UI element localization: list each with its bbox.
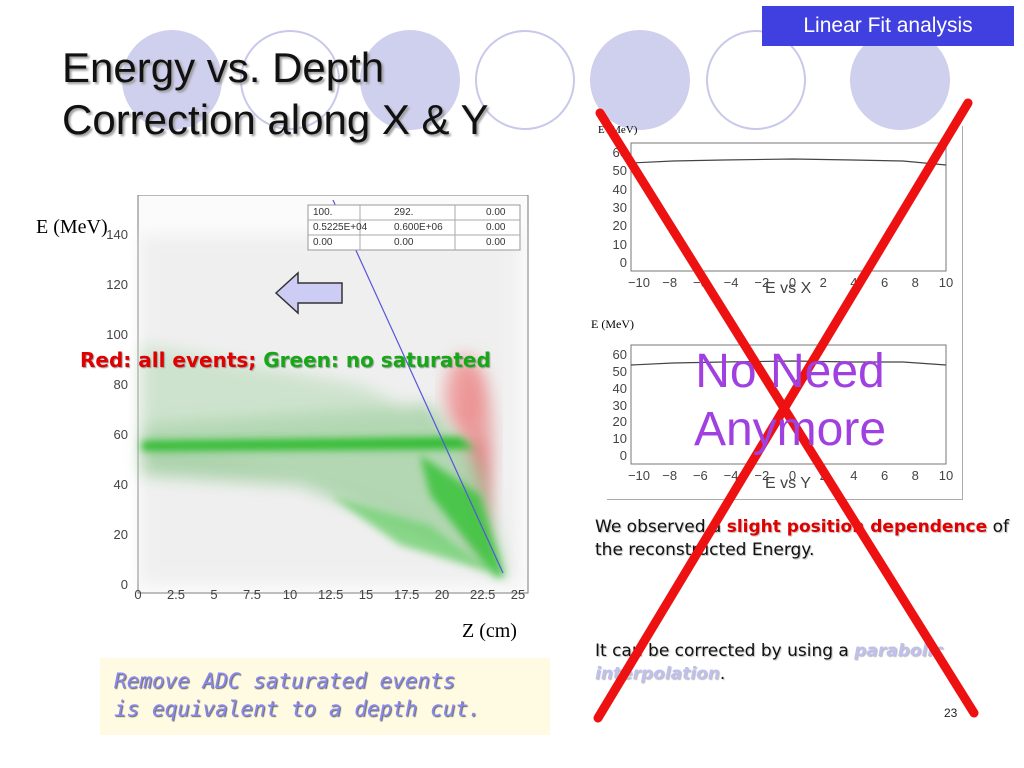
- notes-paragraph-2: It can be corrected by using a parabolic…: [595, 640, 1010, 686]
- stats-cell: 0.5225E+04: [313, 222, 368, 233]
- ey-plot-ylabel: E (MeV): [591, 317, 634, 331]
- main-x-tick-label: 17.5: [394, 587, 420, 602]
- depth-cut-line: [332, 199, 504, 574]
- decor-circle-3: [360, 30, 460, 130]
- no-need-line-1: No Need: [695, 345, 885, 398]
- notes-p2-text-c: .: [719, 664, 726, 684]
- main-y-tick-label: 120: [106, 277, 128, 292]
- caption-red: Red: all events: [80, 348, 249, 372]
- main-x-tick-label: 20: [434, 587, 450, 602]
- main-y-tick-label: 60: [113, 427, 128, 442]
- main-x-tick-label: 15: [358, 587, 374, 602]
- ey-plot-title: E vs Y: [765, 475, 811, 492]
- main-x-tick-label: 12.5: [318, 587, 344, 602]
- no-need-label: No Need Anymore: [650, 343, 930, 459]
- stats-cell: 292.: [394, 207, 414, 218]
- small-x-tick-label: 2: [819, 468, 827, 483]
- notes-p2-text-a: It can be corrected by using a: [595, 641, 855, 661]
- small-x-tick-label: 10: [938, 275, 954, 290]
- small-x-tick-label: −4: [723, 275, 739, 290]
- stats-cell: 0.00: [486, 237, 506, 248]
- small-x-tick-label: −10: [627, 275, 651, 290]
- main-y-tick-label: 0: [120, 577, 128, 592]
- main-y-tick-label: 40: [113, 477, 128, 492]
- small-x-tick-label: 2: [819, 275, 827, 290]
- small-y-tick-label: 10: [612, 236, 627, 252]
- stats-cell: 0.00: [486, 222, 506, 233]
- stats-cell: 100.: [313, 207, 333, 218]
- slide-title: Energy vs. Depth Correction along X & Y: [62, 42, 488, 146]
- main-x-tick-label: 25: [510, 587, 526, 602]
- notes-p1-text-a: We observed a: [595, 517, 727, 537]
- small-y-tick-label: 50: [612, 363, 627, 379]
- small-x-tick-label: 8: [911, 275, 919, 290]
- small-y-tick-label: 50: [612, 163, 627, 179]
- small-x-tick-label: −8: [662, 468, 678, 483]
- left-arrow-icon: [274, 271, 343, 315]
- main-y-tick-label: 140: [106, 227, 128, 242]
- stats-cell: 0.00: [313, 237, 333, 248]
- small-x-tick-label: 8: [911, 468, 919, 483]
- caption-green: Green: no saturated: [263, 348, 491, 372]
- stats-cell: 0.00: [394, 237, 414, 248]
- small-y-tick-label: 40: [612, 181, 627, 197]
- main-xlabel: Z (cm): [462, 620, 517, 642]
- ex-plot-frame: [630, 142, 947, 272]
- stats-cell: 0.600E+06: [394, 222, 443, 233]
- small-y-tick-label: 20: [612, 218, 627, 234]
- main-x-tick-label: 0: [134, 587, 142, 602]
- small-x-tick-label: 6: [880, 275, 889, 290]
- callout-box: Remove ADC saturated events is equivalen…: [100, 658, 550, 735]
- callout-line-2: is equivalent to a depth cut.: [114, 697, 481, 721]
- main-x-tick-label: 5: [210, 587, 218, 602]
- small-y-tick-label: 60: [612, 347, 627, 362]
- small-y-tick-label: 10: [612, 431, 627, 447]
- stats-table-frame: [307, 204, 521, 251]
- section-tag: Linear Fit analysis: [762, 6, 1014, 46]
- small-x-tick-label: −4: [723, 468, 739, 483]
- page-number: 23: [944, 706, 958, 720]
- main-y-tick-label: 80: [113, 377, 128, 392]
- small-x-tick-label: −6: [692, 468, 708, 483]
- decor-circle-2: [240, 30, 340, 130]
- small-y-tick-label: 30: [612, 200, 627, 215]
- notes-paragraph-1: We observed a slight position dependence…: [595, 516, 1010, 562]
- title-line-1: Energy vs. Depth: [62, 44, 385, 91]
- decor-circle-5: [590, 30, 690, 130]
- small-y-tick-label: 30: [612, 397, 627, 413]
- small-x-tick-label: −8: [662, 275, 678, 290]
- main-x-tick-label: 10: [282, 587, 298, 602]
- main-scatter-plot: 100. 292. 0.00 0.5225E+04 0.600E+06 0.00 0.00 0…: [100, 195, 530, 615]
- main-y-tick-label: 20: [113, 527, 128, 542]
- small-x-tick-label: 10: [938, 468, 954, 483]
- decor-circle-1: [122, 30, 222, 130]
- small-x-tick-label: 4: [850, 468, 858, 483]
- caption-separator: ;: [248, 348, 264, 372]
- small-x-tick-label: −10: [627, 468, 651, 483]
- small-y-tick-label: 40: [612, 380, 627, 396]
- main-ylabel: E (MeV): [36, 216, 108, 238]
- notes-p1-highlight: slight position dependence: [726, 517, 988, 537]
- small-y-tick-label: 0: [619, 255, 627, 270]
- green-main-band: [142, 437, 505, 577]
- small-y-tick-label: 60: [612, 145, 627, 160]
- decor-circle-4: [475, 30, 575, 130]
- main-y-tick-label: 100: [106, 327, 128, 342]
- small-x-tick-label: −6: [692, 275, 708, 290]
- callout-line-1: Remove ADC saturated events: [114, 669, 456, 693]
- title-line-2: Correction along X & Y: [62, 96, 489, 143]
- main-scatter-svg: [137, 195, 529, 594]
- small-y-tick-label: 20: [612, 414, 627, 430]
- main-x-tick-label: 7.5: [242, 587, 262, 602]
- small-x-tick-label: 6: [880, 468, 889, 483]
- main-x-tick-label: 2.5: [166, 587, 186, 602]
- plot-caption: Red: all events; Green: no saturated: [80, 348, 491, 372]
- small-y-tick-label: 0: [619, 448, 627, 463]
- small-x-tick-label: 4: [850, 275, 858, 290]
- ex-plot-title: E vs X: [765, 280, 812, 297]
- no-need-line-2: Anymore: [693, 403, 887, 456]
- main-x-tick-label: 22.5: [470, 587, 496, 602]
- stats-cell: 0.00: [486, 207, 506, 218]
- ex-plot-ylabel: E (MeV): [598, 124, 638, 136]
